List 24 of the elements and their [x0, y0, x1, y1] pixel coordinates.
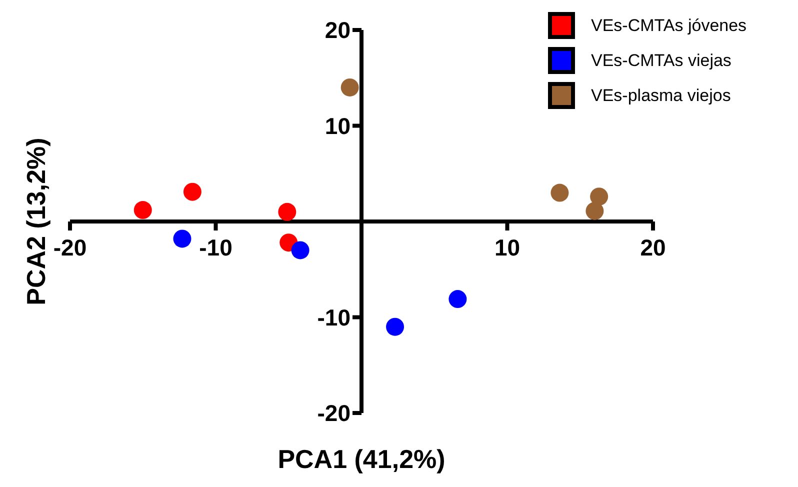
- point: [173, 230, 192, 248]
- point: [586, 202, 604, 220]
- point: [550, 184, 569, 202]
- point: [340, 78, 359, 96]
- x-tick-label: 20: [640, 234, 666, 260]
- y-tick-label: -20: [317, 400, 350, 426]
- point: [291, 241, 310, 260]
- y-tick-label: -10: [317, 304, 350, 330]
- point: [590, 188, 608, 206]
- x-tick-label: 10: [494, 234, 520, 260]
- y-tick-label: 20: [324, 17, 350, 43]
- x-tick-label: -20: [53, 234, 87, 260]
- x-axis-title: PCA1 (41,2%): [278, 444, 446, 474]
- point: [278, 202, 296, 221]
- legend-label: VEs-CMTAs viejas: [591, 50, 732, 70]
- y-axis-title: PCA2 (13,2%): [20, 138, 51, 306]
- legend-label: VEs-CMTAs jóvenes: [591, 16, 747, 36]
- point: [183, 182, 202, 201]
- point: [448, 290, 467, 308]
- point: [134, 201, 152, 220]
- y-tick-label: 10: [324, 112, 350, 139]
- legend-label: VEs-plasma viejos: [591, 86, 731, 106]
- x-tick-label: -10: [199, 234, 232, 260]
- point: [386, 318, 404, 336]
